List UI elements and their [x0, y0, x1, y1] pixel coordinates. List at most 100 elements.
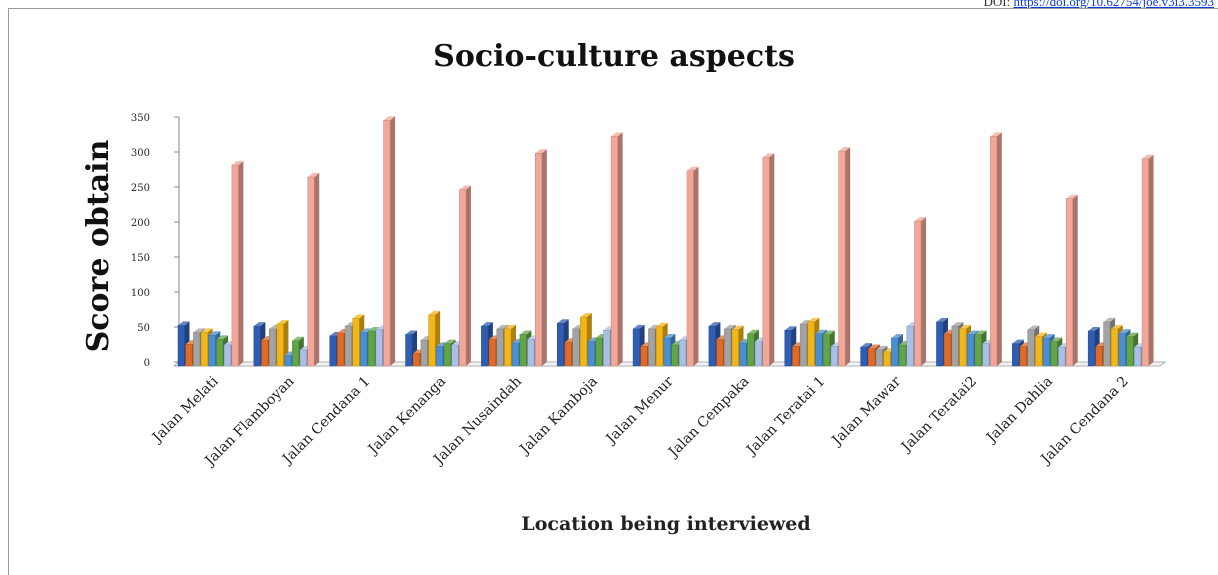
bar-front — [731, 329, 739, 367]
bar-front — [185, 344, 193, 367]
bar-top — [611, 132, 623, 137]
bar-front — [1111, 328, 1119, 367]
bar-top — [648, 324, 660, 329]
bar-front — [412, 353, 420, 367]
bar — [307, 173, 320, 367]
bar-top — [231, 161, 244, 166]
bar-top — [823, 330, 835, 335]
bar-front — [375, 329, 383, 367]
bar — [990, 132, 1002, 367]
bar-top — [1066, 194, 1078, 199]
bar-front — [967, 334, 975, 367]
bar-front — [762, 157, 770, 367]
y-tick-label: 300 — [131, 148, 150, 159]
bar-front — [527, 339, 535, 367]
y-tick-label: 100 — [131, 288, 150, 299]
x-tick-label: Jalan Cempaka — [664, 374, 752, 462]
bar-front — [1058, 346, 1066, 367]
bar-top — [732, 325, 744, 330]
bar-side — [845, 147, 851, 366]
bar-front — [216, 339, 224, 367]
bar-front — [383, 120, 391, 367]
bar-front — [496, 328, 504, 367]
bar-front — [261, 339, 269, 367]
bar-front — [1012, 343, 1020, 367]
bar-top — [292, 336, 304, 341]
bar-top — [368, 327, 380, 331]
bar-top — [1012, 339, 1024, 344]
bar-front — [459, 189, 467, 367]
chart-title: Socio-culture aspects — [433, 39, 795, 74]
bar-front — [838, 150, 846, 367]
doi-prefix: DOI: — [983, 0, 1014, 9]
bar-front — [1065, 198, 1073, 367]
bar-front — [898, 344, 906, 367]
bar-top — [201, 328, 213, 333]
bar-top — [253, 322, 266, 327]
top-border-line — [8, 8, 1218, 9]
bar-side — [465, 185, 471, 366]
bar-front — [1035, 336, 1043, 367]
doi-link[interactable]: https://doi.org/10.62754/joe.v3i3.3593 — [1013, 0, 1214, 9]
bar-front — [360, 332, 368, 367]
bar-front — [784, 330, 792, 367]
bar-front — [1019, 346, 1027, 367]
bar-front — [436, 346, 444, 367]
bar-front — [974, 334, 982, 367]
bar-front — [1050, 341, 1058, 367]
bar-top — [686, 166, 699, 171]
bar-front — [535, 152, 543, 367]
bar-front — [868, 348, 876, 367]
bar-front — [860, 346, 868, 367]
bar-front — [739, 342, 747, 367]
bar-front — [1126, 336, 1134, 367]
x-tick-label: Jalan Teratai 1 — [742, 374, 828, 460]
bar-front — [451, 344, 459, 367]
bar-top — [193, 328, 205, 333]
bar-top — [1088, 327, 1100, 331]
x-tick-label: Jalan Kamboja — [516, 374, 601, 459]
bar-front — [1141, 158, 1149, 367]
bar-front — [792, 346, 800, 367]
x-axis-label: Location being interviewed — [521, 513, 810, 535]
bar-front — [1087, 330, 1095, 367]
bar-front — [1134, 346, 1142, 367]
bar-front — [959, 328, 967, 367]
bar-front — [799, 323, 807, 367]
bar-top — [216, 335, 228, 340]
bar-top — [656, 322, 668, 327]
bar-front — [990, 136, 998, 367]
bar-top — [860, 343, 873, 348]
bar — [914, 217, 927, 367]
bar-front — [481, 325, 489, 367]
bar-top — [891, 334, 903, 338]
bar-front — [754, 341, 762, 367]
bar-top — [1126, 332, 1139, 337]
bar-top — [838, 147, 851, 152]
bar-top — [580, 313, 592, 317]
bar-front — [284, 355, 292, 367]
x-tick-label: Jalan Mawar — [828, 373, 905, 450]
bar-top — [383, 116, 396, 121]
bar-top — [444, 339, 456, 344]
bar — [1065, 194, 1078, 367]
bar-front — [352, 318, 360, 367]
bar-top — [360, 328, 372, 333]
bar-front — [830, 346, 838, 367]
bar-top — [936, 317, 948, 322]
bar-front — [943, 333, 951, 367]
bar — [838, 147, 851, 367]
bar — [686, 166, 699, 367]
bar-front — [405, 334, 413, 367]
bar-top — [967, 330, 979, 335]
bar-front — [580, 316, 588, 367]
bar — [1141, 154, 1154, 367]
bar-front — [443, 343, 451, 367]
bar-front — [891, 337, 899, 367]
bar-front — [428, 314, 436, 367]
bar-front — [177, 325, 185, 367]
bar-top — [633, 324, 645, 329]
bar-front — [307, 176, 315, 367]
bar-side — [769, 153, 775, 366]
